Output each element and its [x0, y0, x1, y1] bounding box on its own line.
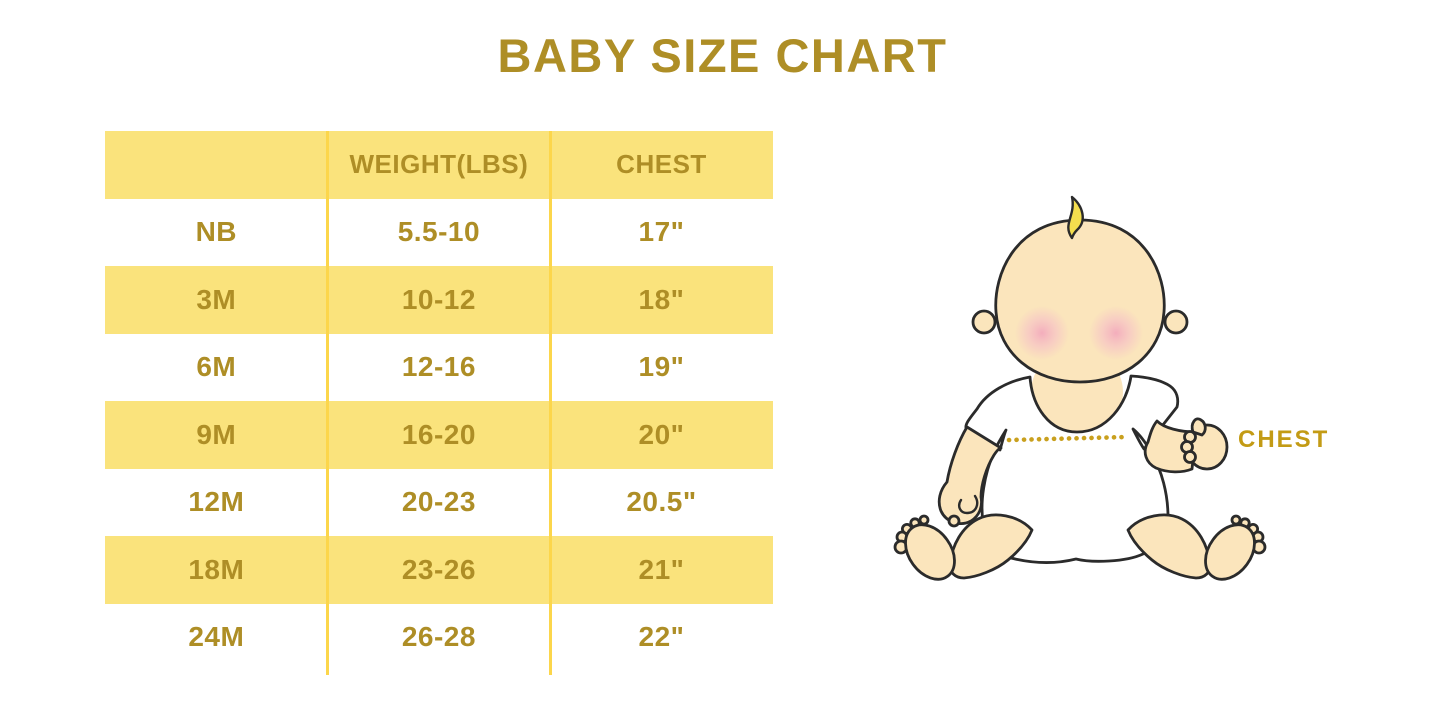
table-row: NB 5.5-10 17" — [105, 199, 773, 267]
cell-weight: 5.5-10 — [397, 216, 481, 248]
baby-onesie — [964, 374, 1180, 565]
cell-chest: 19" — [638, 351, 685, 383]
header-cell-chest: CHEST — [616, 149, 707, 180]
baby-left-foot — [893, 514, 956, 581]
column-divider — [549, 131, 552, 675]
cell-size: 6M — [196, 351, 237, 383]
table-header-row: WEIGHT(LBS) CHEST — [105, 131, 773, 199]
baby-left-arm — [937, 425, 1003, 528]
cell-size: 18M — [188, 553, 245, 585]
baby-left-cheek — [1015, 306, 1069, 360]
baby-right-foot — [1204, 514, 1267, 581]
page-title: BABY SIZE CHART — [497, 29, 948, 82]
header-cell-size — [105, 131, 328, 199]
baby-right-arm — [1143, 417, 1229, 474]
baby-right-ear — [1163, 309, 1189, 335]
baby-illustration: CHEST — [893, 195, 1329, 581]
cell-weight: 26-28 — [401, 621, 476, 653]
table-row: 6M 12-16 19" — [105, 334, 773, 402]
size-table: WEIGHT(LBS) CHEST NB 5.5-10 17" 3M 10-12… — [105, 131, 773, 675]
table-row: 18M 23-26 21" — [105, 536, 773, 604]
cell-chest: 17" — [638, 216, 685, 248]
baby-left-leg — [948, 513, 1034, 580]
cell-weight: 20-23 — [401, 486, 476, 518]
cell-size: 12M — [188, 486, 245, 518]
header-cell-weight: WEIGHT(LBS) — [349, 149, 529, 180]
baby-left-ear — [971, 309, 997, 335]
cell-weight: 23-26 — [401, 553, 476, 585]
cell-size: 24M — [188, 621, 245, 653]
cell-chest: 22" — [638, 621, 685, 653]
cell-chest: 20" — [638, 418, 685, 450]
chest-measurement-dotted-line — [1006, 434, 1130, 443]
cell-chest: 21" — [638, 553, 685, 585]
baby-hair-curl — [1067, 195, 1084, 240]
table-row: 3M 10-12 18" — [105, 266, 773, 334]
table-row: 9M 16-20 20" — [105, 401, 773, 469]
cell-chest: 18" — [638, 283, 685, 315]
column-divider — [326, 131, 329, 675]
cell-size: NB — [195, 216, 238, 248]
cell-size: 3M — [196, 283, 237, 315]
cell-weight: 10-12 — [401, 283, 476, 315]
baby-right-cheek — [1089, 306, 1143, 360]
chest-label: CHEST — [1238, 426, 1329, 453]
table-row: 12M 20-23 20.5" — [105, 469, 773, 537]
cell-weight: 12-16 — [401, 351, 476, 383]
cell-size: 9M — [196, 418, 237, 450]
baby-right-leg — [1126, 513, 1212, 580]
cell-weight: 16-20 — [401, 418, 476, 450]
cell-chest: 20.5" — [626, 486, 697, 518]
baby-head — [994, 218, 1166, 384]
table-row: 24M 26-28 22" — [105, 604, 773, 672]
